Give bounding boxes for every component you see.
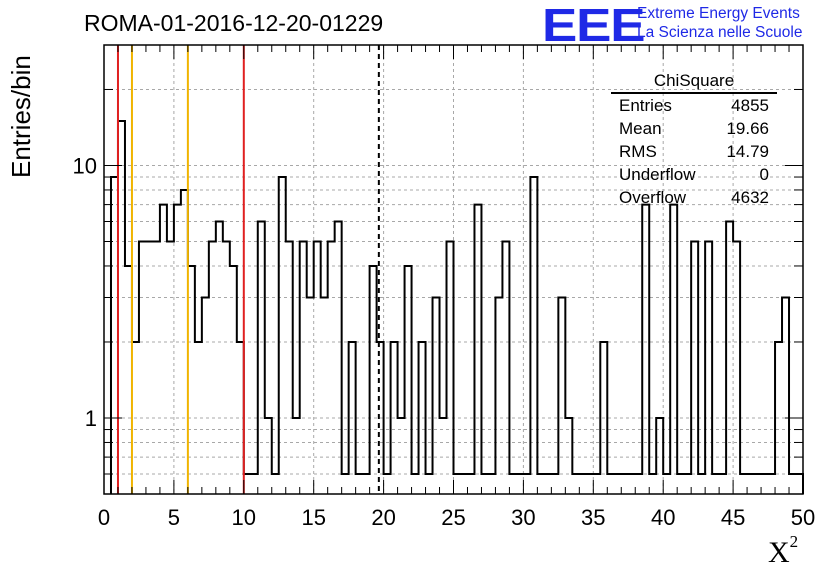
stats-value: 14.79 (726, 142, 769, 161)
stats-label: RMS (619, 142, 657, 161)
y-tick-label: 10 (73, 153, 97, 178)
stats-box: ChiSquare Entries 4855 Mean 19.66 RMS 14.79… (611, 70, 777, 209)
x-tick-label: 30 (511, 505, 535, 530)
x-tick-label: 40 (651, 505, 675, 530)
x-tick-label: 10 (232, 505, 256, 530)
eee-logo: EEE (542, 0, 646, 51)
logo-line-2: La Scienza nelle Scuole (637, 24, 803, 41)
x-tick-label: 5 (168, 505, 180, 530)
stats-value: 19.66 (726, 119, 769, 138)
stats-label: Overflow (619, 188, 687, 207)
stats-row-overflow: Overflow 4632 (611, 186, 777, 209)
x-tick-label: 0 (98, 505, 110, 530)
x-tick-label: 15 (301, 505, 325, 530)
stats-value: 4855 (731, 96, 769, 115)
x-tick-label: 50 (791, 505, 815, 530)
x-tick-label: 20 (371, 505, 395, 530)
x-tick-label: 35 (581, 505, 605, 530)
stats-label: Underflow (619, 165, 696, 184)
logo-line-1: Extreme Energy Events (637, 5, 800, 22)
x-tick-label: 25 (441, 505, 465, 530)
stats-row-rms: RMS 14.79 (611, 140, 777, 163)
x-tick-label: 45 (721, 505, 745, 530)
stats-row-underflow: Underflow 0 (611, 163, 777, 186)
stats-row-mean: Mean 19.66 (611, 117, 777, 140)
stats-row-entries: Entries 4855 (611, 94, 777, 117)
stats-label: Entries (619, 96, 672, 115)
y-tick-label: 1 (85, 406, 97, 431)
stats-value: 0 (759, 165, 769, 184)
x-axis-label: X2 (768, 532, 799, 569)
chart-title: ROMA-01-2016-12-20-01229 (84, 10, 384, 36)
stats-label: Mean (619, 119, 662, 138)
y-axis-label: Entries/bin (6, 55, 36, 178)
stats-value: 4632 (731, 188, 769, 207)
histogram-series (109, 120, 804, 494)
stats-title: ChiSquare (611, 70, 777, 94)
logo-caption: Extreme Energy Events La Scienza nelle S… (637, 4, 802, 42)
